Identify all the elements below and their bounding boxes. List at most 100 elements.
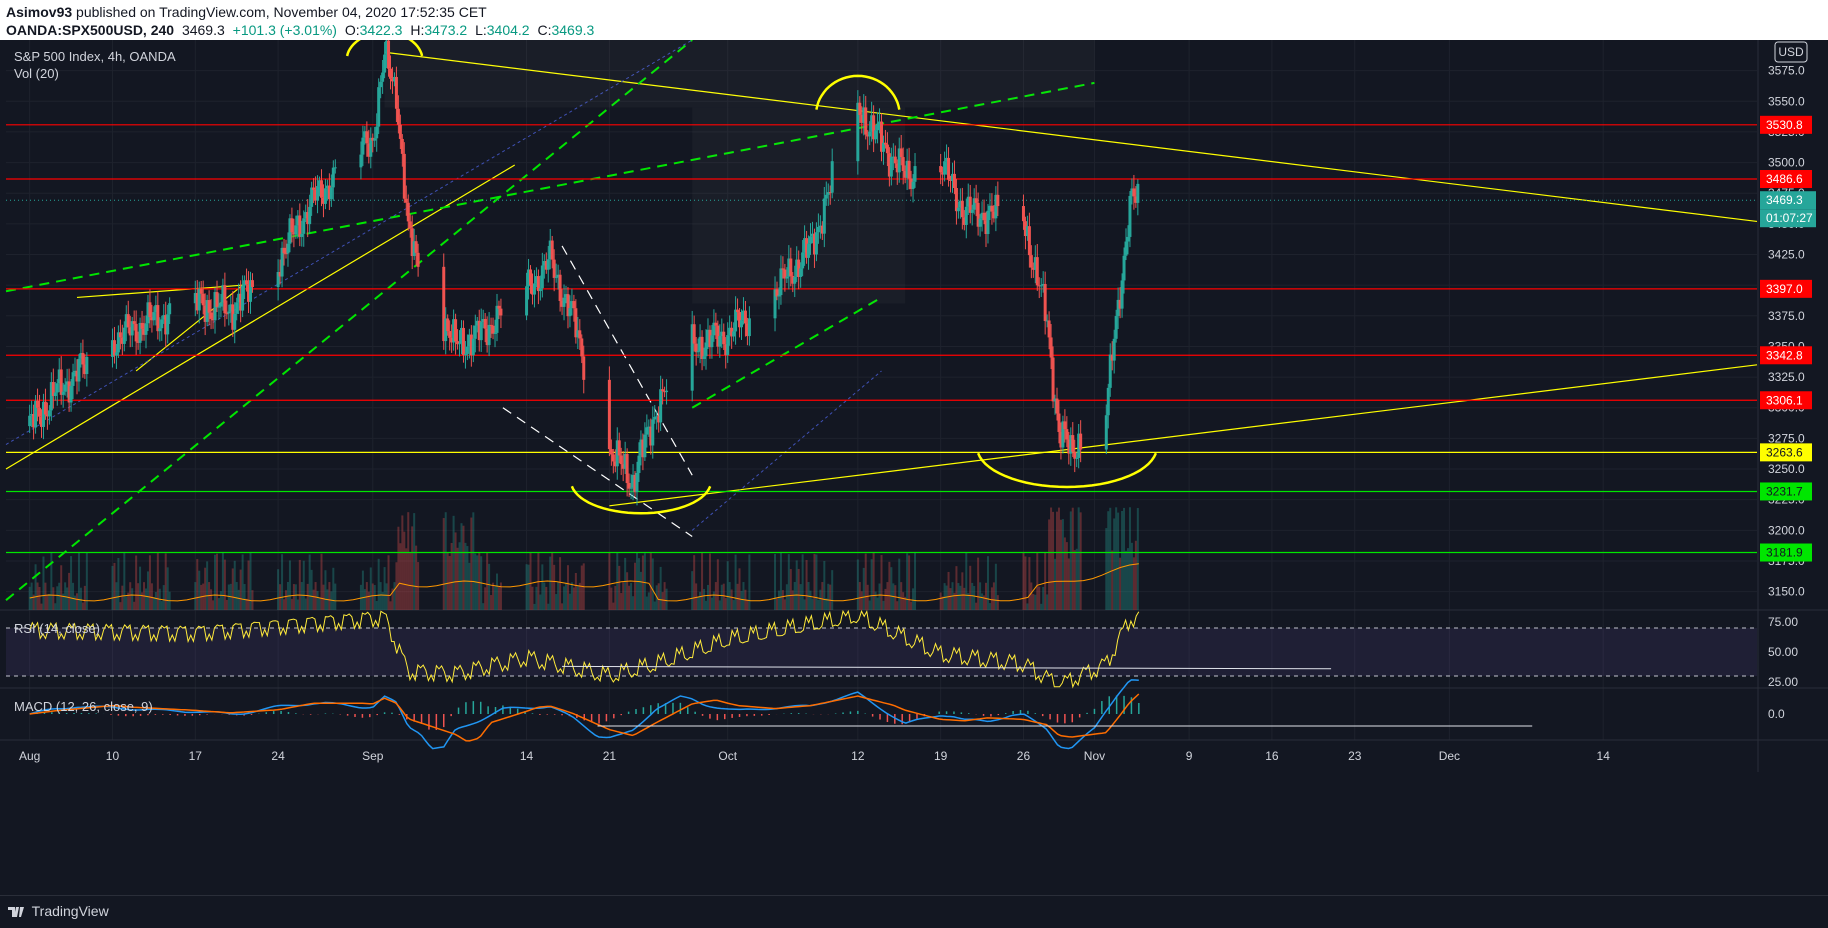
candle <box>211 308 215 329</box>
candle-body <box>988 205 992 211</box>
candle-body <box>799 268 803 277</box>
candle-body <box>73 370 77 373</box>
volume-bar <box>864 553 867 610</box>
volume-bar <box>959 585 962 610</box>
volume-bar <box>411 526 414 610</box>
volume-bar <box>734 554 737 610</box>
candle-body <box>726 335 730 356</box>
candle <box>712 309 716 342</box>
candle <box>142 315 146 341</box>
volume-bar <box>547 603 550 610</box>
candle-body <box>239 293 243 311</box>
y-tick-label: 3250.0 <box>1768 462 1805 476</box>
volume-bar <box>943 583 946 610</box>
candle-body <box>446 318 450 332</box>
candle <box>203 293 207 336</box>
candle-body <box>724 344 728 356</box>
candle-body <box>408 221 412 229</box>
volume-bar <box>377 558 380 610</box>
volume-bar <box>628 585 631 610</box>
level-label-bg <box>1760 170 1812 189</box>
volume-bar <box>454 532 457 610</box>
candle-body <box>540 265 544 289</box>
candle <box>136 331 140 350</box>
volume-bar <box>565 582 568 610</box>
candle-body <box>899 148 903 158</box>
candle <box>868 121 872 146</box>
candle <box>641 433 645 471</box>
candle <box>1027 212 1031 268</box>
candle-body <box>207 300 211 313</box>
candle-body <box>217 306 221 308</box>
candle-body <box>952 173 956 189</box>
volume-bar <box>815 554 818 610</box>
volume-bar <box>115 582 118 610</box>
candle <box>30 400 34 428</box>
candle-body <box>546 259 550 270</box>
volume-bar <box>983 595 986 610</box>
volume-bar <box>1119 557 1122 610</box>
candle-body <box>809 236 813 244</box>
volume-bar <box>803 599 806 610</box>
volume-bar <box>150 583 153 610</box>
candle <box>538 275 542 301</box>
trendline <box>5 164 516 470</box>
candle-body <box>308 206 312 225</box>
volume-bar <box>164 553 167 610</box>
chart-canvas[interactable]: 3150.03175.03200.03225.03250.03275.03300… <box>0 40 1828 895</box>
volume-bar <box>748 554 751 610</box>
candle-body <box>85 356 89 375</box>
tradingview-logo[interactable]: TradingView <box>8 903 109 919</box>
candle <box>976 192 980 236</box>
candle-body <box>891 156 895 158</box>
candle-body <box>572 301 576 309</box>
volume-bar <box>963 587 966 610</box>
candle <box>810 221 814 244</box>
candle-body <box>461 327 465 356</box>
candle-body <box>288 218 292 244</box>
candle-body <box>290 218 294 233</box>
candle <box>138 317 142 355</box>
candle <box>897 137 901 183</box>
candle <box>615 427 619 480</box>
currency-badge[interactable]: USD <box>1774 41 1808 63</box>
candle <box>1077 423 1081 469</box>
volume-bar <box>68 572 71 610</box>
volume-bar <box>706 584 709 610</box>
candle <box>223 272 227 327</box>
candle-body <box>458 343 462 345</box>
volume-bar <box>819 589 822 610</box>
author-name[interactable]: Asimov93 <box>6 4 73 20</box>
candle-body <box>456 341 460 345</box>
level-label-text: 3181.9 <box>1766 546 1803 560</box>
volume-bar <box>154 592 157 610</box>
candle-body <box>554 277 558 279</box>
x-tick-label: 19 <box>934 749 948 763</box>
candle-body <box>878 121 882 125</box>
candle-body <box>964 206 968 225</box>
candle <box>860 106 864 134</box>
x-tick-label: 9 <box>1186 749 1193 763</box>
candle-body <box>412 241 416 257</box>
volume-bar <box>123 553 126 610</box>
candle <box>450 324 454 353</box>
candle-body <box>463 353 467 356</box>
candle <box>280 241 284 288</box>
candle-body <box>566 294 570 317</box>
candle-body <box>110 340 114 357</box>
candle-body <box>639 439 643 456</box>
volume-bar <box>738 568 741 610</box>
volume-bar <box>119 602 122 610</box>
volume-bar <box>450 542 453 610</box>
candle <box>564 285 568 304</box>
level-label-bg <box>1760 279 1812 298</box>
candle-body <box>722 331 726 345</box>
volume-bar <box>1048 519 1051 610</box>
candle-body <box>958 200 962 208</box>
volume-bar <box>549 556 552 610</box>
candle-body <box>479 321 483 341</box>
candle-body <box>1055 398 1059 414</box>
volume-bar <box>407 512 410 610</box>
candle-body <box>65 381 69 385</box>
volume-bar <box>990 587 993 610</box>
